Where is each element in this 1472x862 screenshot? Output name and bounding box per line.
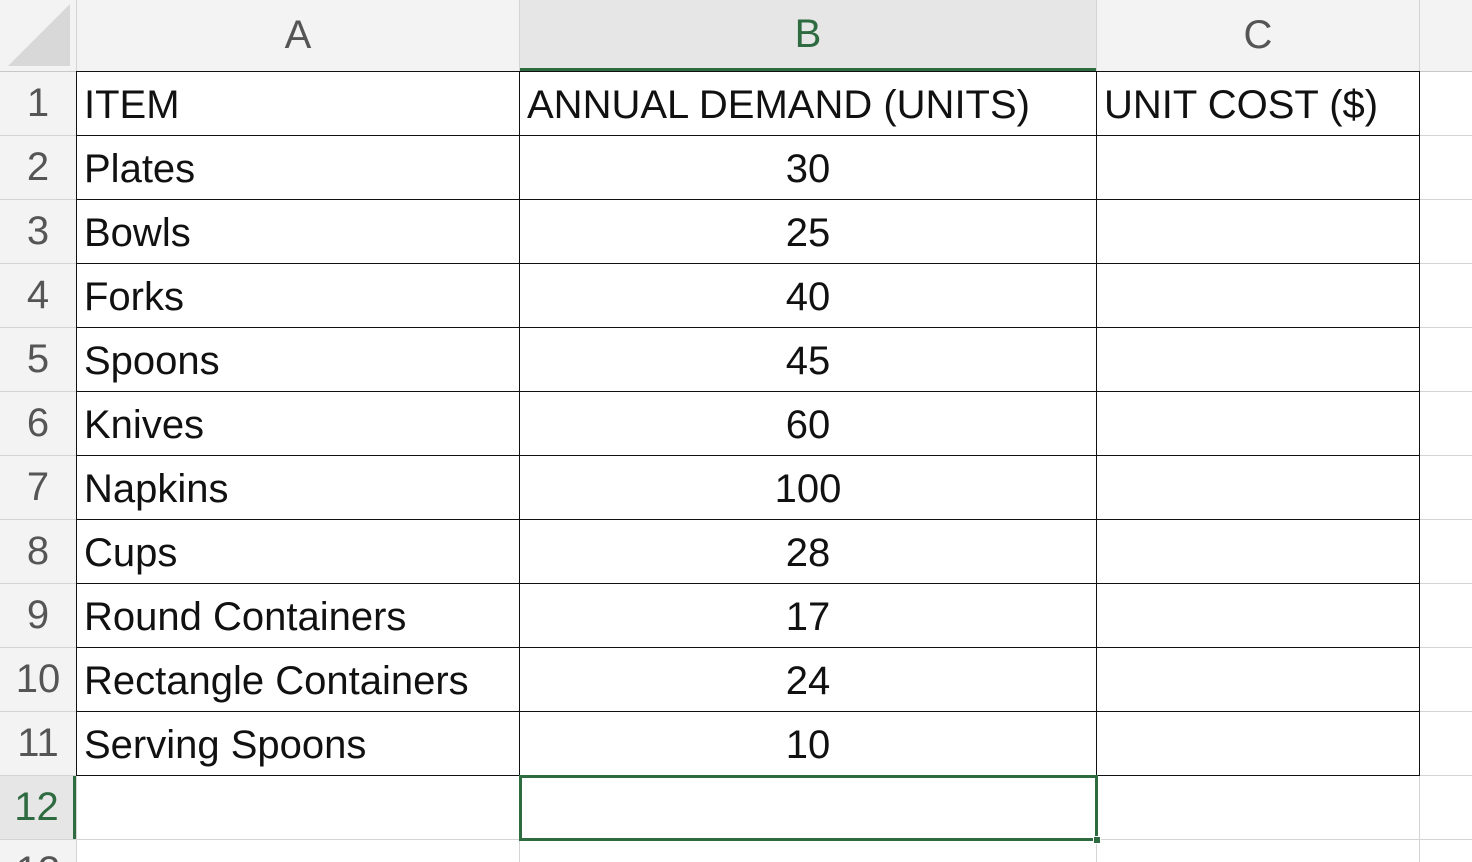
row-header[interactable]: 9 [0, 584, 76, 647]
demand-cell[interactable]: 40 [519, 263, 1097, 328]
demand-cell[interactable]: 25 [519, 199, 1097, 264]
cost-cell[interactable] [1096, 135, 1420, 200]
item-cell[interactable]: Serving Spoons [76, 711, 520, 776]
selected-cell[interactable] [519, 775, 1098, 841]
item-cell[interactable]: Forks [76, 263, 520, 328]
row-header[interactable]: 13 [0, 840, 76, 862]
item-cell[interactable]: Spoons [76, 327, 520, 392]
corner-triangle [8, 4, 70, 66]
demand-cell[interactable]: 60 [519, 391, 1097, 456]
demand-cell[interactable]: 10 [519, 711, 1097, 776]
row-header[interactable]: 6 [0, 392, 76, 455]
cost-cell[interactable] [1096, 263, 1420, 328]
item-cell[interactable]: Rectangle Containers [76, 647, 520, 712]
item-cell[interactable]: Knives [76, 391, 520, 456]
cost-cell[interactable] [1096, 391, 1420, 456]
header-cell[interactable]: ITEM [76, 71, 520, 136]
select-all-corner[interactable] [0, 0, 76, 72]
column-header[interactable]: C [1097, 0, 1419, 71]
row-header[interactable]: 10 [0, 648, 76, 711]
demand-cell[interactable]: 24 [519, 647, 1097, 712]
demand-cell[interactable]: 100 [519, 455, 1097, 520]
row-header[interactable]: 3 [0, 200, 76, 263]
item-cell[interactable]: Napkins [76, 455, 520, 520]
demand-cell[interactable]: 17 [519, 583, 1097, 648]
item-cell[interactable]: Round Containers [76, 583, 520, 648]
demand-cell[interactable]: 28 [519, 519, 1097, 584]
header-cell[interactable]: ANNUAL DEMAND (UNITS) [519, 71, 1097, 136]
row-header[interactable]: 4 [0, 264, 76, 327]
row-header[interactable]: 11 [0, 712, 76, 775]
column-header[interactable]: B [520, 0, 1096, 71]
cost-cell[interactable] [1096, 327, 1420, 392]
item-cell[interactable]: Bowls [76, 199, 520, 264]
cost-cell[interactable] [1096, 711, 1420, 776]
row-header[interactable]: 12 [0, 776, 76, 839]
cost-cell[interactable] [1096, 455, 1420, 520]
row-header[interactable]: 5 [0, 328, 76, 391]
fill-handle[interactable] [1093, 836, 1101, 844]
item-cell[interactable]: Cups [76, 519, 520, 584]
cost-cell[interactable] [1096, 583, 1420, 648]
row-header[interactable]: 7 [0, 456, 76, 519]
demand-cell[interactable]: 30 [519, 135, 1097, 200]
row-header[interactable]: 8 [0, 520, 76, 583]
header-cell[interactable]: UNIT COST ($) [1096, 71, 1420, 136]
column-header[interactable] [1420, 0, 1472, 71]
cost-cell[interactable] [1096, 519, 1420, 584]
demand-cell[interactable]: 45 [519, 327, 1097, 392]
cost-cell[interactable] [1096, 647, 1420, 712]
row-header[interactable]: 1 [0, 72, 76, 135]
cost-cell[interactable] [1096, 199, 1420, 264]
column-header[interactable]: A [77, 0, 519, 71]
row-header[interactable]: 2 [0, 136, 76, 199]
item-cell[interactable]: Plates [76, 135, 520, 200]
